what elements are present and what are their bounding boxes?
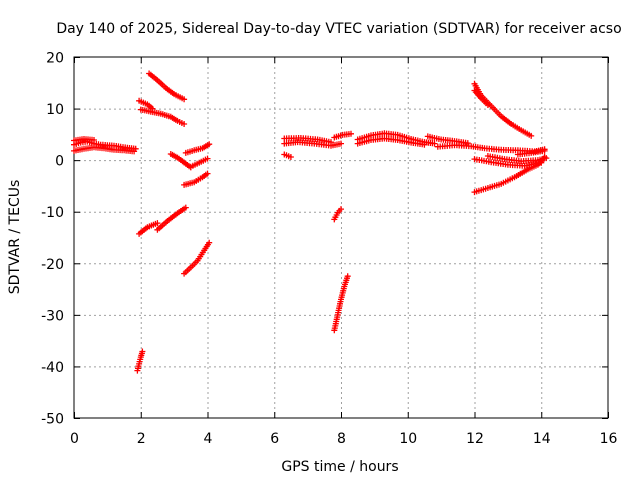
data-point-markers (434, 142, 548, 155)
y-tick-label: -40 (41, 360, 64, 376)
data-point-markers (424, 133, 471, 147)
data-series-arc-07 (136, 97, 156, 112)
data-point-markers (154, 204, 189, 233)
data-point-markers (281, 151, 294, 160)
data-series-arc-17 (281, 151, 294, 160)
grid-lines (74, 57, 608, 418)
data-series-arc-24 (434, 142, 548, 155)
data-points (71, 70, 550, 374)
data-point-markers (182, 141, 213, 156)
axis-ticks (74, 57, 609, 419)
x-tick-label: 4 (204, 431, 213, 447)
data-point-markers (136, 220, 161, 237)
y-tick-label: 20 (46, 51, 64, 67)
data-series-arc-05 (136, 220, 161, 237)
data-series-arc-22 (354, 135, 428, 148)
data-point-markers (137, 106, 188, 127)
data-series-arc-04 (134, 348, 146, 374)
x-tick-label: 10 (399, 431, 417, 447)
y-axis-label: SDTVAR / TECUs (7, 180, 23, 295)
x-tick-label: 12 (466, 431, 484, 447)
data-series-arc-12 (181, 170, 211, 188)
data-series-arc-30 (514, 147, 548, 158)
data-series-arc-11 (181, 239, 213, 277)
data-point-markers (146, 70, 188, 103)
x-tick-label: 0 (70, 431, 79, 447)
chart-title: Day 140 of 2025, Sidereal Day-to-day VTE… (56, 21, 621, 37)
data-series-arc-09 (146, 70, 188, 103)
data-series-arc-23 (424, 133, 471, 147)
data-point-markers (471, 87, 491, 108)
x-tick-label: 8 (337, 431, 346, 447)
data-point-markers (136, 97, 156, 112)
data-series-arc-16 (281, 139, 344, 149)
x-axis-label: GPS time / hours (281, 459, 398, 475)
data-point-markers (71, 136, 97, 144)
data-point-markers (187, 155, 211, 170)
data-series-arc-13 (187, 155, 211, 170)
y-tick-label: 0 (55, 154, 64, 170)
data-series-arc-02 (71, 144, 138, 155)
data-series-arc-26 (471, 87, 491, 108)
x-tick-label: 16 (600, 431, 618, 447)
y-tick-label: 10 (46, 102, 64, 118)
data-series-arc-28 (471, 156, 545, 169)
y-axis-tick-labels: -50 -40 -30 -20 -10 0 10 20 (41, 51, 64, 428)
data-series-arc-25 (471, 80, 535, 139)
y-tick-label: -30 (41, 308, 64, 324)
data-series-arc-14 (182, 141, 213, 156)
x-tick-label: 14 (533, 431, 551, 447)
x-tick-label: 2 (137, 431, 146, 447)
data-point-markers (181, 170, 211, 188)
data-series-arc-03 (71, 136, 97, 144)
data-series-arc-08 (137, 106, 188, 127)
data-point-markers (331, 130, 354, 141)
data-point-markers (134, 348, 146, 374)
data-series-arc-29 (484, 153, 550, 165)
data-point-markers (471, 156, 545, 169)
x-tick-label: 6 (270, 431, 279, 447)
data-point-markers (281, 139, 344, 149)
data-series-arc-15 (281, 135, 334, 146)
data-point-markers (331, 273, 351, 334)
data-series-arc-20 (331, 130, 354, 141)
data-series-arc-06 (154, 204, 189, 233)
y-tick-label: -50 (41, 412, 64, 428)
data-point-markers (484, 153, 550, 165)
x-axis-tick-labels: 0 2 4 6 8 10 12 14 16 (70, 431, 617, 447)
data-point-markers (71, 144, 138, 155)
data-series-arc-18 (331, 206, 344, 223)
data-point-markers (181, 239, 213, 277)
data-point-markers (281, 135, 334, 146)
data-point-markers (514, 147, 548, 158)
data-point-markers (471, 80, 535, 139)
y-tick-label: -10 (41, 205, 64, 221)
data-point-markers (331, 206, 344, 223)
data-point-markers (354, 135, 428, 148)
y-tick-label: -20 (41, 257, 64, 273)
data-series-arc-19 (331, 273, 351, 334)
